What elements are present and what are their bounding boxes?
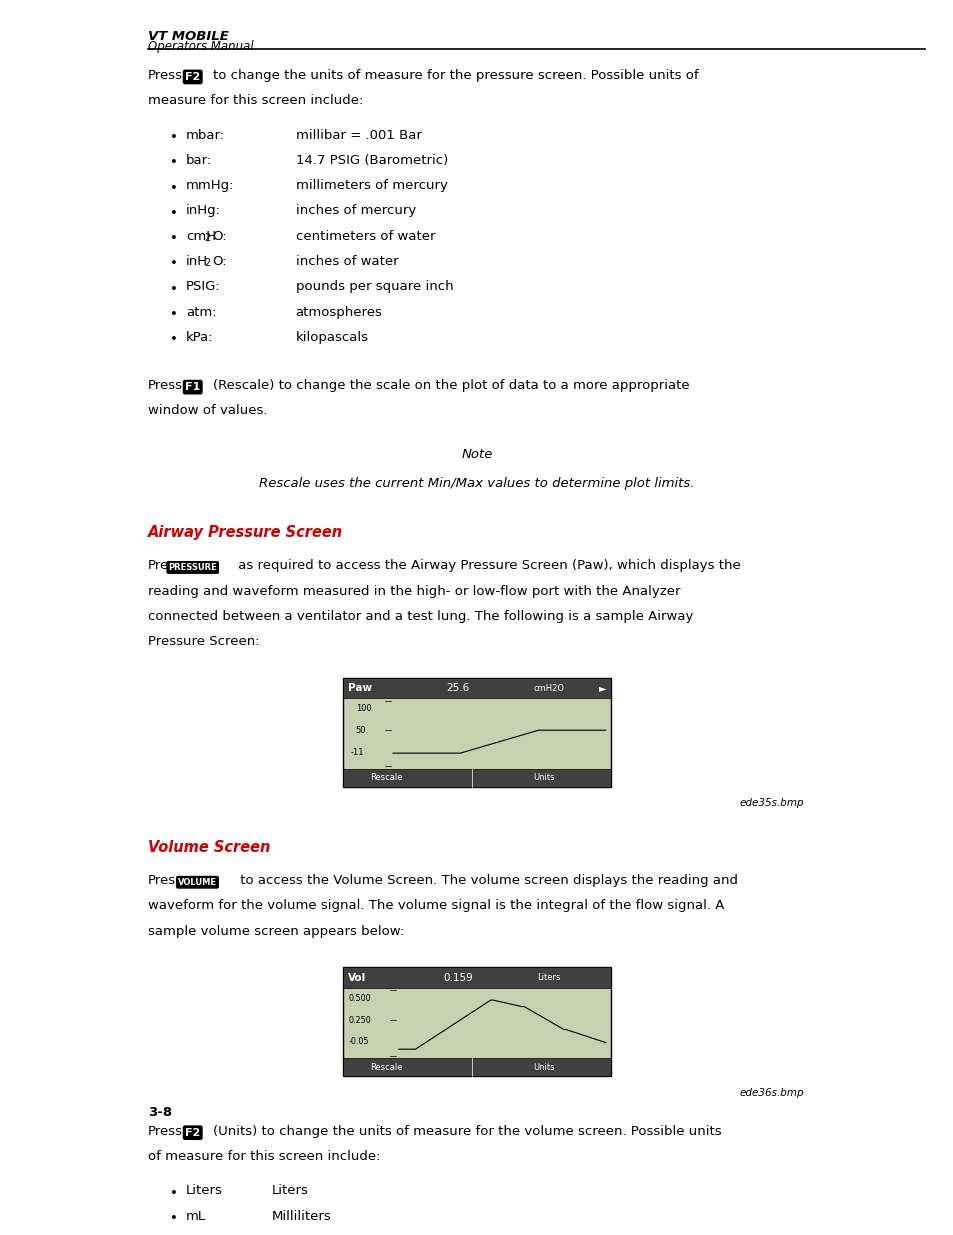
Text: Operators Manual: Operators Manual — [148, 41, 253, 53]
Text: Press: Press — [148, 69, 183, 82]
Text: inches of water: inches of water — [295, 256, 398, 268]
Text: O:: O: — [212, 230, 227, 243]
Text: mL: mL — [186, 1209, 206, 1223]
Text: Liters: Liters — [537, 973, 559, 982]
Text: •: • — [170, 333, 177, 346]
FancyBboxPatch shape — [343, 678, 610, 699]
Text: pounds per square inch: pounds per square inch — [295, 280, 453, 293]
Text: sample volume screen appears below:: sample volume screen appears below: — [148, 925, 404, 937]
Text: •: • — [170, 157, 177, 169]
Text: 3-8: 3-8 — [148, 1105, 172, 1119]
FancyBboxPatch shape — [343, 967, 610, 1077]
Text: Press: Press — [148, 379, 183, 391]
Text: (Units) to change the units of measure for the volume screen. Possible units: (Units) to change the units of measure f… — [213, 1125, 720, 1137]
Text: 2: 2 — [204, 233, 211, 243]
Text: Press: Press — [148, 874, 183, 887]
Text: atm:: atm: — [186, 305, 216, 319]
Text: •: • — [170, 232, 177, 245]
Text: atmospheres: atmospheres — [295, 305, 382, 319]
Text: Milliliters: Milliliters — [272, 1209, 332, 1223]
Text: VT MOBILE: VT MOBILE — [148, 30, 229, 43]
Text: •: • — [170, 206, 177, 220]
Text: 100: 100 — [355, 704, 372, 713]
Text: Rescale uses the current Min/Max values to determine plot limits.: Rescale uses the current Min/Max values … — [259, 477, 694, 490]
Text: ede35s.bmp: ede35s.bmp — [739, 798, 803, 809]
Text: Press: Press — [148, 559, 183, 573]
FancyBboxPatch shape — [343, 1058, 610, 1077]
Text: window of values.: window of values. — [148, 404, 267, 417]
Text: inH: inH — [186, 256, 208, 268]
Text: F2: F2 — [185, 1128, 200, 1137]
Text: •: • — [170, 131, 177, 144]
Text: measure for this screen include:: measure for this screen include: — [148, 94, 363, 107]
Text: as required to access the Airway Pressure Screen (Paw), which displays the: as required to access the Airway Pressur… — [233, 559, 740, 573]
Text: inHg:: inHg: — [186, 205, 221, 217]
Text: 0.500: 0.500 — [348, 994, 371, 1003]
Text: to access the Volume Screen. The volume screen displays the reading and: to access the Volume Screen. The volume … — [235, 874, 737, 887]
Text: Paw: Paw — [348, 683, 372, 693]
Text: Rescale: Rescale — [370, 773, 402, 782]
Text: •: • — [170, 1212, 177, 1225]
Text: waveform for the volume signal. The volume signal is the integral of the flow si: waveform for the volume signal. The volu… — [148, 899, 723, 913]
Text: reading and waveform measured in the high- or low-flow port with the Analyzer: reading and waveform measured in the hig… — [148, 584, 679, 598]
Text: O:: O: — [212, 256, 227, 268]
Text: Units: Units — [533, 773, 554, 782]
Text: •: • — [170, 308, 177, 321]
Text: Press: Press — [148, 1125, 183, 1137]
Text: -11: -11 — [351, 748, 364, 757]
Text: VOLUME: VOLUME — [178, 878, 216, 887]
Text: Airway Pressure Screen: Airway Pressure Screen — [148, 525, 343, 540]
Text: •: • — [170, 283, 177, 295]
Text: 25.6: 25.6 — [446, 683, 469, 693]
Text: Rescale: Rescale — [370, 1062, 402, 1072]
Text: PRESSURE: PRESSURE — [168, 563, 217, 572]
Text: connected between a ventilator and a test lung. The following is a sample Airway: connected between a ventilator and a tes… — [148, 610, 693, 622]
Text: •: • — [170, 257, 177, 270]
Text: Pressure Screen:: Pressure Screen: — [148, 635, 259, 648]
Text: 0.159: 0.159 — [442, 973, 473, 983]
Text: 2: 2 — [204, 258, 211, 268]
Text: Note: Note — [461, 448, 492, 461]
Text: Units: Units — [533, 1062, 554, 1072]
Text: PSIG:: PSIG: — [186, 280, 220, 293]
FancyBboxPatch shape — [343, 967, 610, 988]
Text: F2: F2 — [185, 72, 200, 82]
Text: bar:: bar: — [186, 154, 213, 167]
Text: millibar = .001 Bar: millibar = .001 Bar — [295, 128, 421, 142]
Text: to change the units of measure for the pressure screen. Possible units of: to change the units of measure for the p… — [213, 69, 698, 82]
Text: kPa:: kPa: — [186, 331, 213, 343]
Text: 14.7 PSIG (Barometric): 14.7 PSIG (Barometric) — [295, 154, 448, 167]
Text: ►: ► — [598, 683, 606, 693]
Text: ede36s.bmp: ede36s.bmp — [739, 1088, 803, 1098]
Text: mbar:: mbar: — [186, 128, 225, 142]
FancyBboxPatch shape — [343, 678, 610, 787]
Text: 50: 50 — [355, 726, 366, 735]
Text: of measure for this screen include:: of measure for this screen include: — [148, 1150, 380, 1163]
FancyBboxPatch shape — [343, 768, 610, 787]
Text: kilopascals: kilopascals — [295, 331, 369, 343]
Text: 0.250: 0.250 — [348, 1015, 371, 1025]
Text: Liters: Liters — [272, 1184, 309, 1198]
Text: -0.05: -0.05 — [348, 1037, 368, 1046]
Text: mmHg:: mmHg: — [186, 179, 234, 193]
Text: •: • — [170, 1187, 177, 1199]
Text: centimeters of water: centimeters of water — [295, 230, 435, 243]
Text: cmH: cmH — [186, 230, 216, 243]
Text: Liters: Liters — [186, 1184, 223, 1198]
Text: millimeters of mercury: millimeters of mercury — [295, 179, 447, 193]
Text: Volume Screen: Volume Screen — [148, 840, 270, 855]
Text: F1: F1 — [185, 382, 200, 393]
Text: •: • — [170, 182, 177, 194]
Text: Vol: Vol — [348, 973, 366, 983]
Text: (Rescale) to change the scale on the plot of data to a more appropriate: (Rescale) to change the scale on the plo… — [213, 379, 689, 391]
Text: cmH2O: cmH2O — [533, 684, 563, 693]
Text: inches of mercury: inches of mercury — [295, 205, 416, 217]
